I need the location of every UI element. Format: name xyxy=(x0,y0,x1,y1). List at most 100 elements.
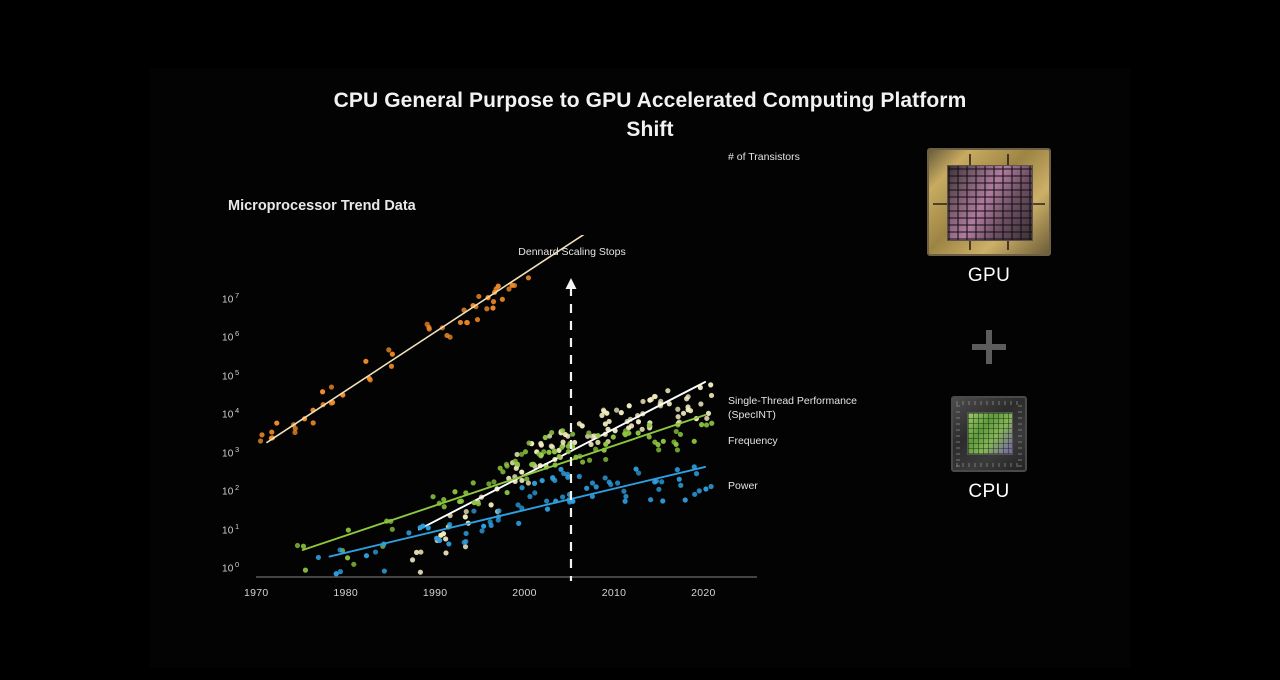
data-point xyxy=(430,494,436,500)
data-point xyxy=(328,384,335,390)
data-point xyxy=(705,410,712,416)
data-point xyxy=(500,469,506,475)
x-axis-tick-1980: 1980 xyxy=(333,587,358,599)
data-point xyxy=(345,527,351,533)
data-point xyxy=(556,454,562,460)
data-point xyxy=(417,569,424,575)
data-point xyxy=(603,441,609,447)
data-point xyxy=(344,555,351,561)
series-0 xyxy=(257,235,585,444)
data-point xyxy=(413,549,420,555)
data-point xyxy=(666,401,672,407)
cpu-die-grid xyxy=(968,412,1012,454)
data-point xyxy=(437,537,443,544)
data-point xyxy=(576,473,582,480)
data-point xyxy=(461,539,467,546)
data-point xyxy=(623,493,629,500)
data-point xyxy=(333,571,339,577)
dennard-annotation: Dennard Scaling Stops xyxy=(513,245,631,259)
data-point xyxy=(593,484,599,490)
data-point xyxy=(687,408,694,414)
data-point xyxy=(656,486,662,492)
y-axis-tick-6: 10 6 xyxy=(222,329,240,344)
data-point xyxy=(363,358,369,364)
x-axis-tick-2020: 2020 xyxy=(691,587,716,599)
series-label-0: # of Transistors xyxy=(728,150,800,163)
data-point xyxy=(704,415,710,421)
data-point xyxy=(532,490,538,496)
series-label-1: Single-Thread Performance (SpecINT) xyxy=(728,394,858,421)
data-point xyxy=(602,475,608,481)
data-point xyxy=(463,508,469,515)
dennard-annotation-label: Dennard Scaling Stops xyxy=(518,246,626,258)
data-point xyxy=(381,568,387,574)
data-point xyxy=(685,404,691,410)
data-point xyxy=(441,497,447,503)
gpu-label: GPU xyxy=(967,265,1011,286)
x-axis-tick-1990: 1990 xyxy=(422,587,448,599)
data-point xyxy=(486,481,492,487)
data-point xyxy=(703,422,710,428)
data-point xyxy=(490,305,496,311)
data-point xyxy=(514,461,520,467)
data-point xyxy=(626,430,632,436)
data-point xyxy=(471,500,477,506)
data-point xyxy=(656,447,662,453)
data-point xyxy=(462,514,468,520)
y-axis-tick-4: 10 4 xyxy=(222,406,240,421)
data-point xyxy=(692,491,698,497)
data-point xyxy=(420,523,426,529)
data-point xyxy=(515,502,521,508)
data-point xyxy=(691,438,697,444)
data-point xyxy=(319,389,326,395)
data-point xyxy=(618,410,624,416)
data-point xyxy=(546,449,552,455)
cpu-chip-icon xyxy=(951,396,1027,472)
data-point xyxy=(471,508,477,514)
data-point xyxy=(519,505,525,511)
data-point xyxy=(476,293,482,300)
data-point xyxy=(541,449,547,455)
page-title: CPU General Purpose to GPU Accelerated C… xyxy=(333,89,967,141)
data-point xyxy=(526,440,532,446)
data-point xyxy=(610,434,616,440)
data-point xyxy=(389,351,395,357)
data-point xyxy=(443,550,449,556)
dennard-arrow-icon xyxy=(565,278,577,289)
data-point xyxy=(462,544,469,550)
data-point xyxy=(648,497,654,503)
data-point xyxy=(257,438,264,444)
data-point xyxy=(457,319,464,326)
data-point xyxy=(538,440,544,447)
data-point xyxy=(595,433,601,439)
data-point xyxy=(527,493,533,500)
cpu-block: CPU xyxy=(951,396,1027,503)
data-point xyxy=(458,498,465,504)
data-point xyxy=(562,431,568,438)
data-point xyxy=(565,474,571,480)
cpu-label: CPU xyxy=(968,481,1010,502)
data-point xyxy=(709,420,715,426)
y-axis-tick-2: 10 2 xyxy=(222,483,240,498)
data-point xyxy=(674,447,681,453)
data-point xyxy=(606,418,612,425)
trend-line xyxy=(418,381,707,531)
data-point xyxy=(426,326,432,332)
data-point xyxy=(497,465,503,471)
data-point xyxy=(635,430,641,436)
data-point xyxy=(424,321,430,327)
data-point xyxy=(294,542,301,549)
data-point xyxy=(691,464,697,470)
x-axis-tick-2000: 2000 xyxy=(512,587,537,599)
data-point xyxy=(406,530,412,536)
data-point xyxy=(544,506,551,512)
data-point xyxy=(595,439,601,445)
data-point xyxy=(463,530,469,537)
data-point xyxy=(544,498,550,504)
data-point xyxy=(386,347,392,353)
plus-icon xyxy=(972,330,1006,364)
data-point xyxy=(646,422,652,429)
data-point xyxy=(514,451,520,458)
data-point xyxy=(389,526,395,532)
data-point xyxy=(516,520,522,526)
